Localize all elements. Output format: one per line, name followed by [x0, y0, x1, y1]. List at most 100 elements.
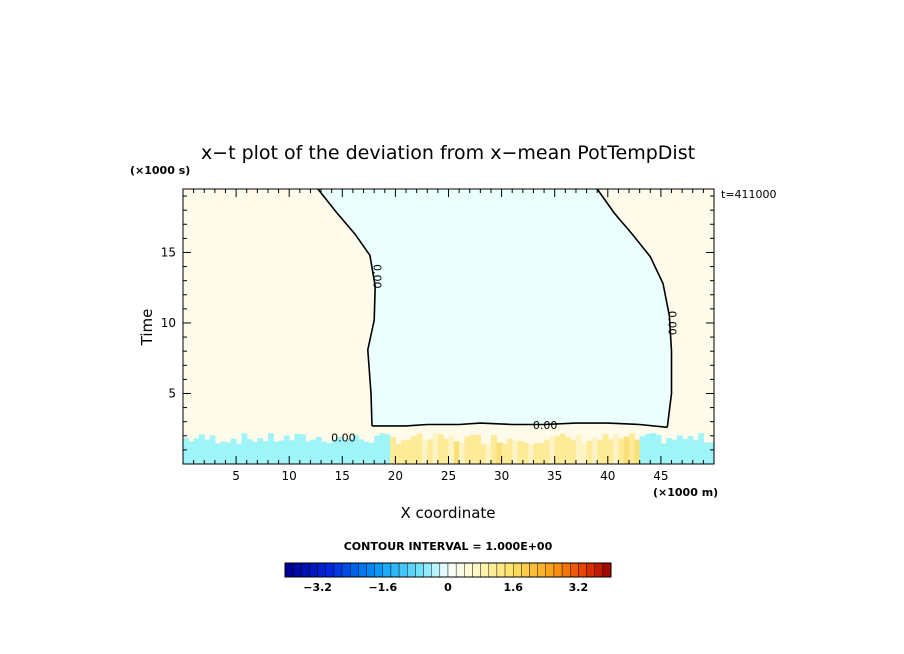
field-cell [400, 440, 407, 464]
colorbar-cell [504, 562, 514, 578]
colorbar-cell [586, 562, 595, 578]
field-cell [358, 439, 365, 464]
colorbar-cell [309, 562, 318, 578]
colorbar-tick-label: 0 [444, 581, 452, 594]
contour-labels: 0.00 0.00 0.00 0.00 [331, 264, 678, 444]
field-cell [607, 439, 614, 464]
colorbar-cell [292, 562, 302, 578]
field-cell [220, 441, 227, 464]
field-cell [469, 434, 476, 464]
colorbar-cell [455, 562, 465, 578]
field-cell [188, 441, 195, 464]
colorbar-cell [415, 562, 424, 578]
field-cell [368, 442, 375, 464]
colorbar-tick-label: 1.6 [503, 581, 523, 594]
field-cell [570, 440, 577, 464]
field-cell [347, 438, 354, 464]
time-stamp: t=411000 [721, 188, 777, 201]
colorbar-cell [350, 562, 359, 578]
field-cell [236, 443, 242, 464]
x-tick-label: 35 [547, 469, 562, 483]
field-cell [655, 434, 662, 464]
field-cell [464, 436, 471, 464]
colorbar-tick-label: −1.6 [368, 581, 397, 594]
field-cell [214, 443, 221, 464]
x-units-label: (×1000 m) [653, 486, 718, 499]
field-cell [278, 440, 285, 464]
colorbar-cell [398, 562, 408, 578]
field-cell [671, 439, 678, 464]
field-cell [597, 440, 604, 464]
y-axis-ticks: 5 10 15 [161, 195, 714, 451]
x-axis-label: X coordinate [400, 504, 495, 522]
colorbar-cell [317, 562, 326, 578]
field-cell [432, 433, 439, 464]
field-cell [692, 440, 699, 464]
field-cell [485, 444, 492, 464]
field-cell [363, 441, 370, 464]
field-cell [491, 434, 497, 464]
field-cell [427, 439, 434, 464]
x-tick-label: 20 [388, 469, 403, 483]
field-cell [698, 433, 704, 464]
field-cell [198, 434, 205, 464]
field-cell [591, 437, 598, 464]
y-units-label: (×1000 s) [130, 164, 190, 177]
field-cell [501, 443, 508, 464]
field-cell [676, 435, 683, 464]
field-cell [708, 442, 715, 464]
field-cell [321, 441, 327, 464]
field-cell [448, 435, 455, 464]
field-cell [575, 434, 582, 464]
field-cell [384, 434, 391, 464]
colorbar-cell [529, 562, 538, 578]
x-tick-label: 40 [600, 469, 615, 483]
field-cell [533, 443, 540, 464]
field-cell [544, 439, 550, 464]
colorbar-cell [570, 562, 579, 578]
y-tick-label: 10 [161, 316, 176, 330]
x-tick-label: 15 [335, 469, 350, 483]
zero-contour-right [596, 188, 673, 428]
field-cell [645, 433, 651, 464]
field-cell [687, 436, 694, 464]
field-cell [459, 442, 465, 464]
field-cell [613, 434, 619, 464]
x-tick-label: 30 [494, 469, 509, 483]
field-cell [480, 443, 487, 464]
colorbar-cell [439, 562, 449, 578]
colorbar-cell [374, 562, 383, 578]
field-cell [225, 442, 232, 464]
x-axis-ticks: 5 10 15 20 25 30 35 40 45 [193, 189, 704, 483]
colorbar-tick-label: 3.2 [569, 581, 589, 594]
bottom-band [183, 433, 715, 464]
field-cell [342, 440, 349, 464]
field-cell [416, 433, 423, 464]
cold-region [317, 189, 672, 428]
field-cell [305, 441, 311, 464]
field-cell [406, 439, 412, 464]
field-cell [352, 434, 359, 464]
field-cell [422, 440, 428, 464]
field-cell [565, 437, 572, 464]
field-cell [299, 434, 306, 464]
field-cell [682, 439, 688, 464]
field-cell [294, 433, 301, 464]
field-cell [230, 438, 237, 464]
field-cell [629, 433, 635, 464]
contour-interval-text: CONTOUR INTERVAL = 1.000E+00 [344, 540, 553, 553]
colorbar-cell [578, 562, 587, 578]
x-tick-label: 25 [441, 469, 456, 483]
field-cell [496, 442, 503, 464]
chart-title: x−t plot of the deviation from x−mean Po… [201, 142, 695, 164]
field-cell [586, 440, 593, 464]
field-cell [666, 438, 673, 464]
colorbar-cell [496, 562, 506, 578]
colorbar-cell [431, 562, 441, 578]
colorbar-cell [472, 562, 481, 578]
field-cell [204, 439, 211, 464]
field-cell [268, 433, 274, 464]
field-cell [453, 441, 460, 464]
field-cell [437, 434, 444, 464]
field-cell [283, 435, 290, 464]
